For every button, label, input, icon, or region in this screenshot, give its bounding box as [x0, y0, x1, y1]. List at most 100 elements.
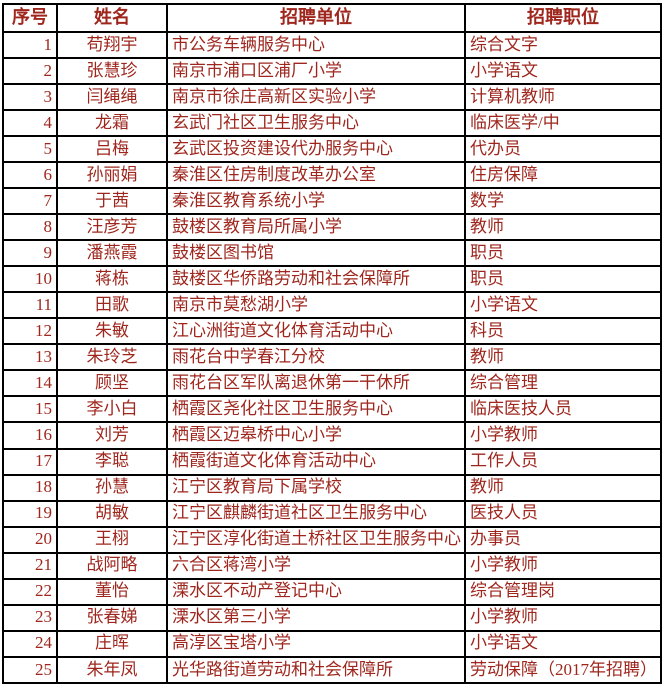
row-number-cell: 15: [2, 395, 58, 424]
row-number-cell: 18: [2, 473, 58, 502]
unit-cell: 江心洲街道文化体育活动中心: [166, 317, 466, 346]
name-cell: 刘芳: [56, 421, 168, 450]
name-cell: 朱敏: [56, 317, 168, 346]
position-cell: 小学语文: [464, 57, 662, 86]
unit-cell: 栖霞区迈皋桥中心小学: [166, 421, 466, 450]
position-cell: 职员: [464, 239, 662, 268]
table-row: 22 董怡 溧水区不动产登记中心 综合管理岗: [2, 577, 662, 606]
unit-cell: 溧水区不动产登记中心: [166, 577, 466, 606]
row-number-cell: 21: [2, 551, 58, 580]
position-cell: 小学教师: [464, 603, 662, 632]
position-cell: 办事员: [464, 525, 662, 554]
name-cell: 李聪: [56, 447, 168, 476]
unit-cell: 市公务车辆服务中心: [166, 30, 466, 60]
name-cell: 蒋栋: [56, 265, 168, 294]
unit-cell: 玄武区投资建设代办服务中心: [166, 135, 466, 164]
table-row: 24 庄晖 高淳区宝塔小学 小学语文: [2, 629, 662, 658]
unit-cell: 江宁区麒麟街道社区卫生服务中心: [166, 499, 466, 528]
table-row: 23 张春娣 溧水区第三小学 小学教师: [2, 603, 662, 632]
table-row: 18 孙慧 江宁区教育局下属学校 教师: [2, 473, 662, 502]
row-number-cell: 4: [2, 109, 58, 138]
name-cell: 潘燕霞: [56, 239, 168, 268]
table-row: 13 朱玲芝 雨花台中学春江分校 教师: [2, 343, 662, 372]
table-row: 5 吕梅 玄武区投资建设代办服务中心 代办员: [2, 135, 662, 164]
position-cell: 计算机教师: [464, 83, 662, 112]
position-cell: 职员: [464, 265, 662, 294]
table-row: 16 刘芳 栖霞区迈皋桥中心小学 小学教师: [2, 421, 662, 450]
header-cell-position: 招聘职位: [464, 3, 662, 33]
unit-cell: 秦淮区住房制度改革办公室: [166, 161, 466, 190]
position-cell: 工作人员: [464, 447, 662, 476]
table-row: 11 田歌 南京市莫愁湖小学 小学语文: [2, 291, 662, 320]
name-cell: 孙丽娟: [56, 161, 168, 190]
table-row: 15 李小白 栖霞区尧化社区卫生服务中心 临床医技人员: [2, 395, 662, 424]
name-cell: 董怡: [56, 577, 168, 606]
position-cell: 住房保障: [464, 161, 662, 190]
position-cell: 综合管理岗: [464, 577, 662, 606]
name-cell: 龙霜: [56, 109, 168, 138]
row-number-cell: 6: [2, 161, 58, 190]
name-cell: 苟翔宇: [56, 30, 168, 60]
name-cell: 吕梅: [56, 135, 168, 164]
unit-cell: 栖霞区尧化社区卫生服务中心: [166, 395, 466, 424]
row-number-cell: 13: [2, 343, 58, 372]
position-cell: 代办员: [464, 135, 662, 164]
table-row: 7 于茜 秦淮区教育系统小学 数学: [2, 187, 662, 216]
unit-cell: 雨花台中学春江分校: [166, 343, 466, 372]
table-body: 1 苟翔宇 市公务车辆服务中心 综合文字 2 张慧珍 南京市浦口区浦厂小学 小学语文 3 闫绳绳南…: [2, 30, 662, 685]
row-number-cell: 1: [2, 30, 58, 60]
row-number-cell: 10: [2, 265, 58, 294]
position-cell: 小学语文: [464, 291, 662, 320]
row-number-cell: 9: [2, 239, 58, 268]
position-cell: 教师: [464, 343, 662, 372]
position-cell: 临床医技人员: [464, 395, 662, 424]
row-number-cell: 14: [2, 369, 58, 398]
table-row: 9 潘燕霞 鼓楼区图书馆 职员: [2, 239, 662, 268]
row-number-cell: 23: [2, 603, 58, 632]
row-number-cell: 8: [2, 213, 58, 242]
header-cell-no: 序号: [2, 3, 58, 33]
unit-cell: 南京市浦口区浦厂小学: [166, 57, 466, 86]
name-cell: 庄晖: [56, 629, 168, 658]
row-number-cell: 16: [2, 421, 58, 450]
header-cell-name: 姓名: [56, 3, 168, 33]
unit-cell: 高淳区宝塔小学: [166, 629, 466, 658]
table-row: 2 张慧珍 南京市浦口区浦厂小学 小学语文: [2, 57, 662, 86]
name-cell: 李小白: [56, 395, 168, 424]
row-number-cell: 25: [2, 655, 58, 685]
unit-cell: 六合区蒋湾小学: [166, 551, 466, 580]
position-cell: 小学教师: [464, 551, 662, 580]
row-number-cell: 12: [2, 317, 58, 346]
unit-cell: 江宁区教育局下属学校: [166, 473, 466, 502]
position-cell: 教师: [464, 473, 662, 502]
name-cell: 王栩: [56, 525, 168, 554]
row-number-cell: 11: [2, 291, 58, 320]
table-row: 8 汪彦芳 鼓楼区教育局所属小学 教师: [2, 213, 662, 242]
table-row: 3 闫绳绳 南京市徐庄高新区实验小学 计算机教师: [2, 83, 662, 112]
name-cell: 孙慧: [56, 473, 168, 502]
unit-cell: 鼓楼区华侨路劳动和社会保障所: [166, 265, 466, 294]
table-row: 19 胡敏 江宁区麒麟街道社区卫生服务中心 医技人员: [2, 499, 662, 528]
name-cell: 汪彦芳: [56, 213, 168, 242]
name-cell: 朱年凤: [56, 655, 168, 685]
position-cell: 劳动保障（2017年招聘）: [464, 655, 662, 685]
position-cell: 小学语文: [464, 629, 662, 658]
row-number-cell: 7: [2, 187, 58, 216]
position-cell: 数学: [464, 187, 662, 216]
row-number-cell: 24: [2, 629, 58, 658]
position-cell: 综合管理: [464, 369, 662, 398]
position-cell: 临床医学/中: [464, 109, 662, 138]
position-cell: 科员: [464, 317, 662, 346]
row-number-cell: 20: [2, 525, 58, 554]
row-number-cell: 22: [2, 577, 58, 606]
unit-cell: 玄武门社区卫生服务中心: [166, 109, 466, 138]
unit-cell: 南京市徐庄高新区实验小学: [166, 83, 466, 112]
name-cell: 战阿略: [56, 551, 168, 580]
unit-cell: 鼓楼区图书馆: [166, 239, 466, 268]
row-number-cell: 3: [2, 83, 58, 112]
unit-cell: 江宁区淳化街道土桥社区卫生服务中心: [166, 525, 466, 554]
table-header-row: 序号 姓名 招聘单位 招聘职位: [2, 3, 662, 33]
table-row: 12 朱敏 江心洲街道文化体育活动中心 科员: [2, 317, 662, 346]
table-row: 4 龙霜 玄武门社区卫生服务中心 临床医学/中: [2, 109, 662, 138]
